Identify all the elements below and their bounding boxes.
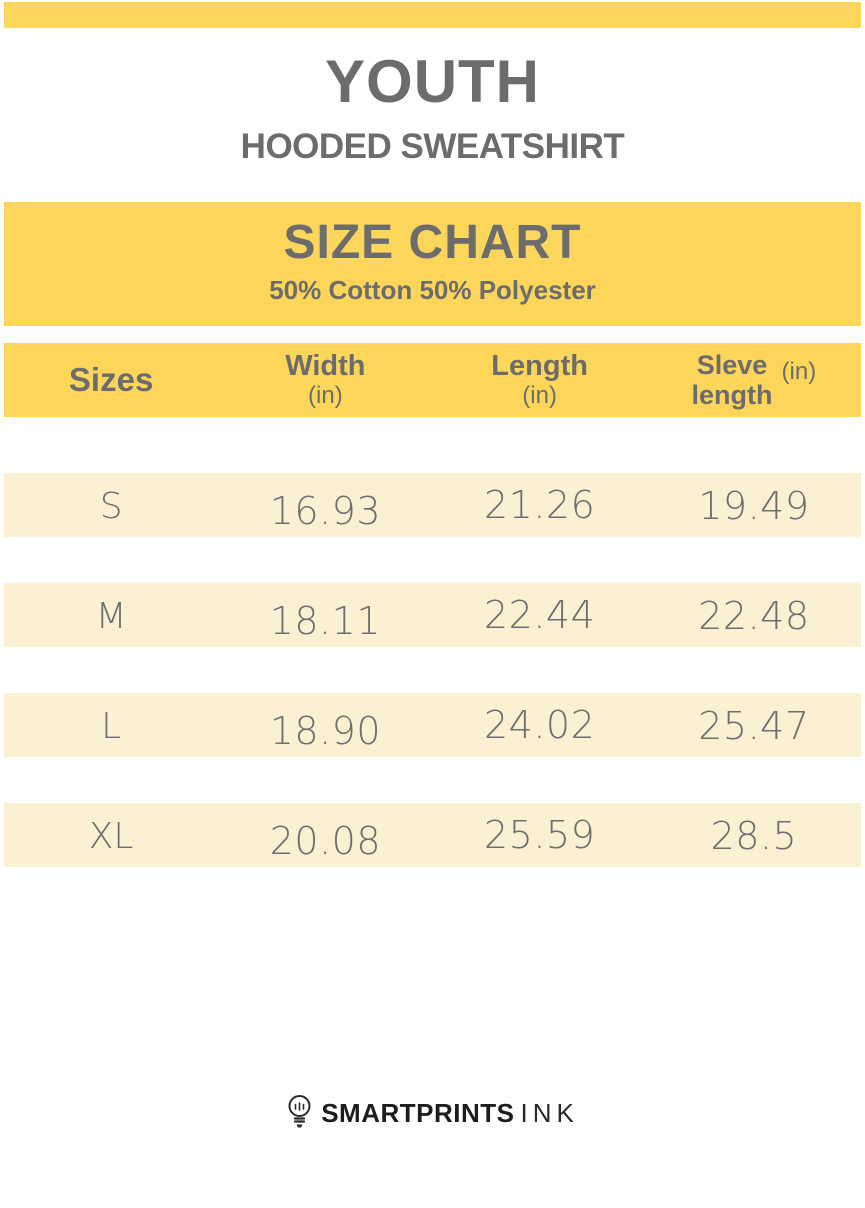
sleeve-length-value: 28.5 [710, 814, 798, 858]
size-cell: XL [88, 815, 134, 857]
sleeve-length-value: 22.48 [698, 594, 810, 638]
table-row: XL 20.08 25.59 28.5 [4, 803, 861, 867]
column-header-length: Length (in) [433, 350, 647, 410]
column-header-sizes: Sizes [4, 361, 218, 399]
width-value: 16.93 [269, 489, 382, 533]
sleeve-length-value: 19.49 [698, 484, 810, 528]
width-column-unit: (in) [308, 382, 343, 409]
brand-name-secondary: INK [520, 1097, 579, 1128]
brand-name-primary: SMARTPRINTS [321, 1097, 515, 1128]
size-cell: M [95, 595, 127, 637]
top-accent-bar [4, 2, 861, 28]
sleeve-column-label-line1: Sleve [696, 350, 768, 380]
size-chart-heading: SIZE CHART [283, 216, 582, 269]
width-value: 18.11 [269, 599, 382, 643]
lightbulb-icon [288, 1095, 311, 1128]
fabric-composition: 50% Cotton 50% Polyester [269, 275, 596, 305]
sleeve-column-unit: (in) [781, 358, 817, 385]
size-cell: L [101, 705, 122, 747]
sleeve-column-label-line2: length [691, 380, 773, 410]
width-value: 20.08 [269, 819, 382, 863]
sleeve-length-value: 25.47 [698, 704, 810, 748]
brand-logo: SMARTPRINTS INK [0, 1094, 865, 1132]
length-value: 24.02 [483, 703, 596, 747]
table-row: M 18.11 22.44 22.48 [4, 583, 861, 647]
width-value: 18.90 [269, 709, 382, 753]
length-column-label: Length [491, 350, 588, 382]
column-header-sleeve-length: Sleve length (in) [647, 350, 861, 410]
page-title: YOUTH [325, 48, 540, 115]
size-cell: S [99, 485, 123, 527]
table-row: L 18.90 24.02 25.47 [4, 693, 861, 757]
page-subtitle: HOODED SWEATSHIRT [240, 127, 625, 166]
width-column-label: Width [285, 350, 366, 382]
length-column-unit: (in) [522, 382, 557, 409]
length-value: 22.44 [483, 593, 596, 637]
length-value: 25.59 [483, 813, 596, 857]
size-chart-banner: SIZE CHART 50% Cotton 50% Polyester [4, 202, 861, 326]
table-header-row: Sizes Width (in) Length (in) Sleve lengt… [4, 343, 861, 417]
sizes-column-label: Sizes [68, 361, 154, 398]
table-row: S 16.93 21.26 19.49 [4, 473, 861, 537]
column-header-width: Width (in) [218, 350, 432, 410]
length-value: 21.26 [483, 483, 596, 527]
